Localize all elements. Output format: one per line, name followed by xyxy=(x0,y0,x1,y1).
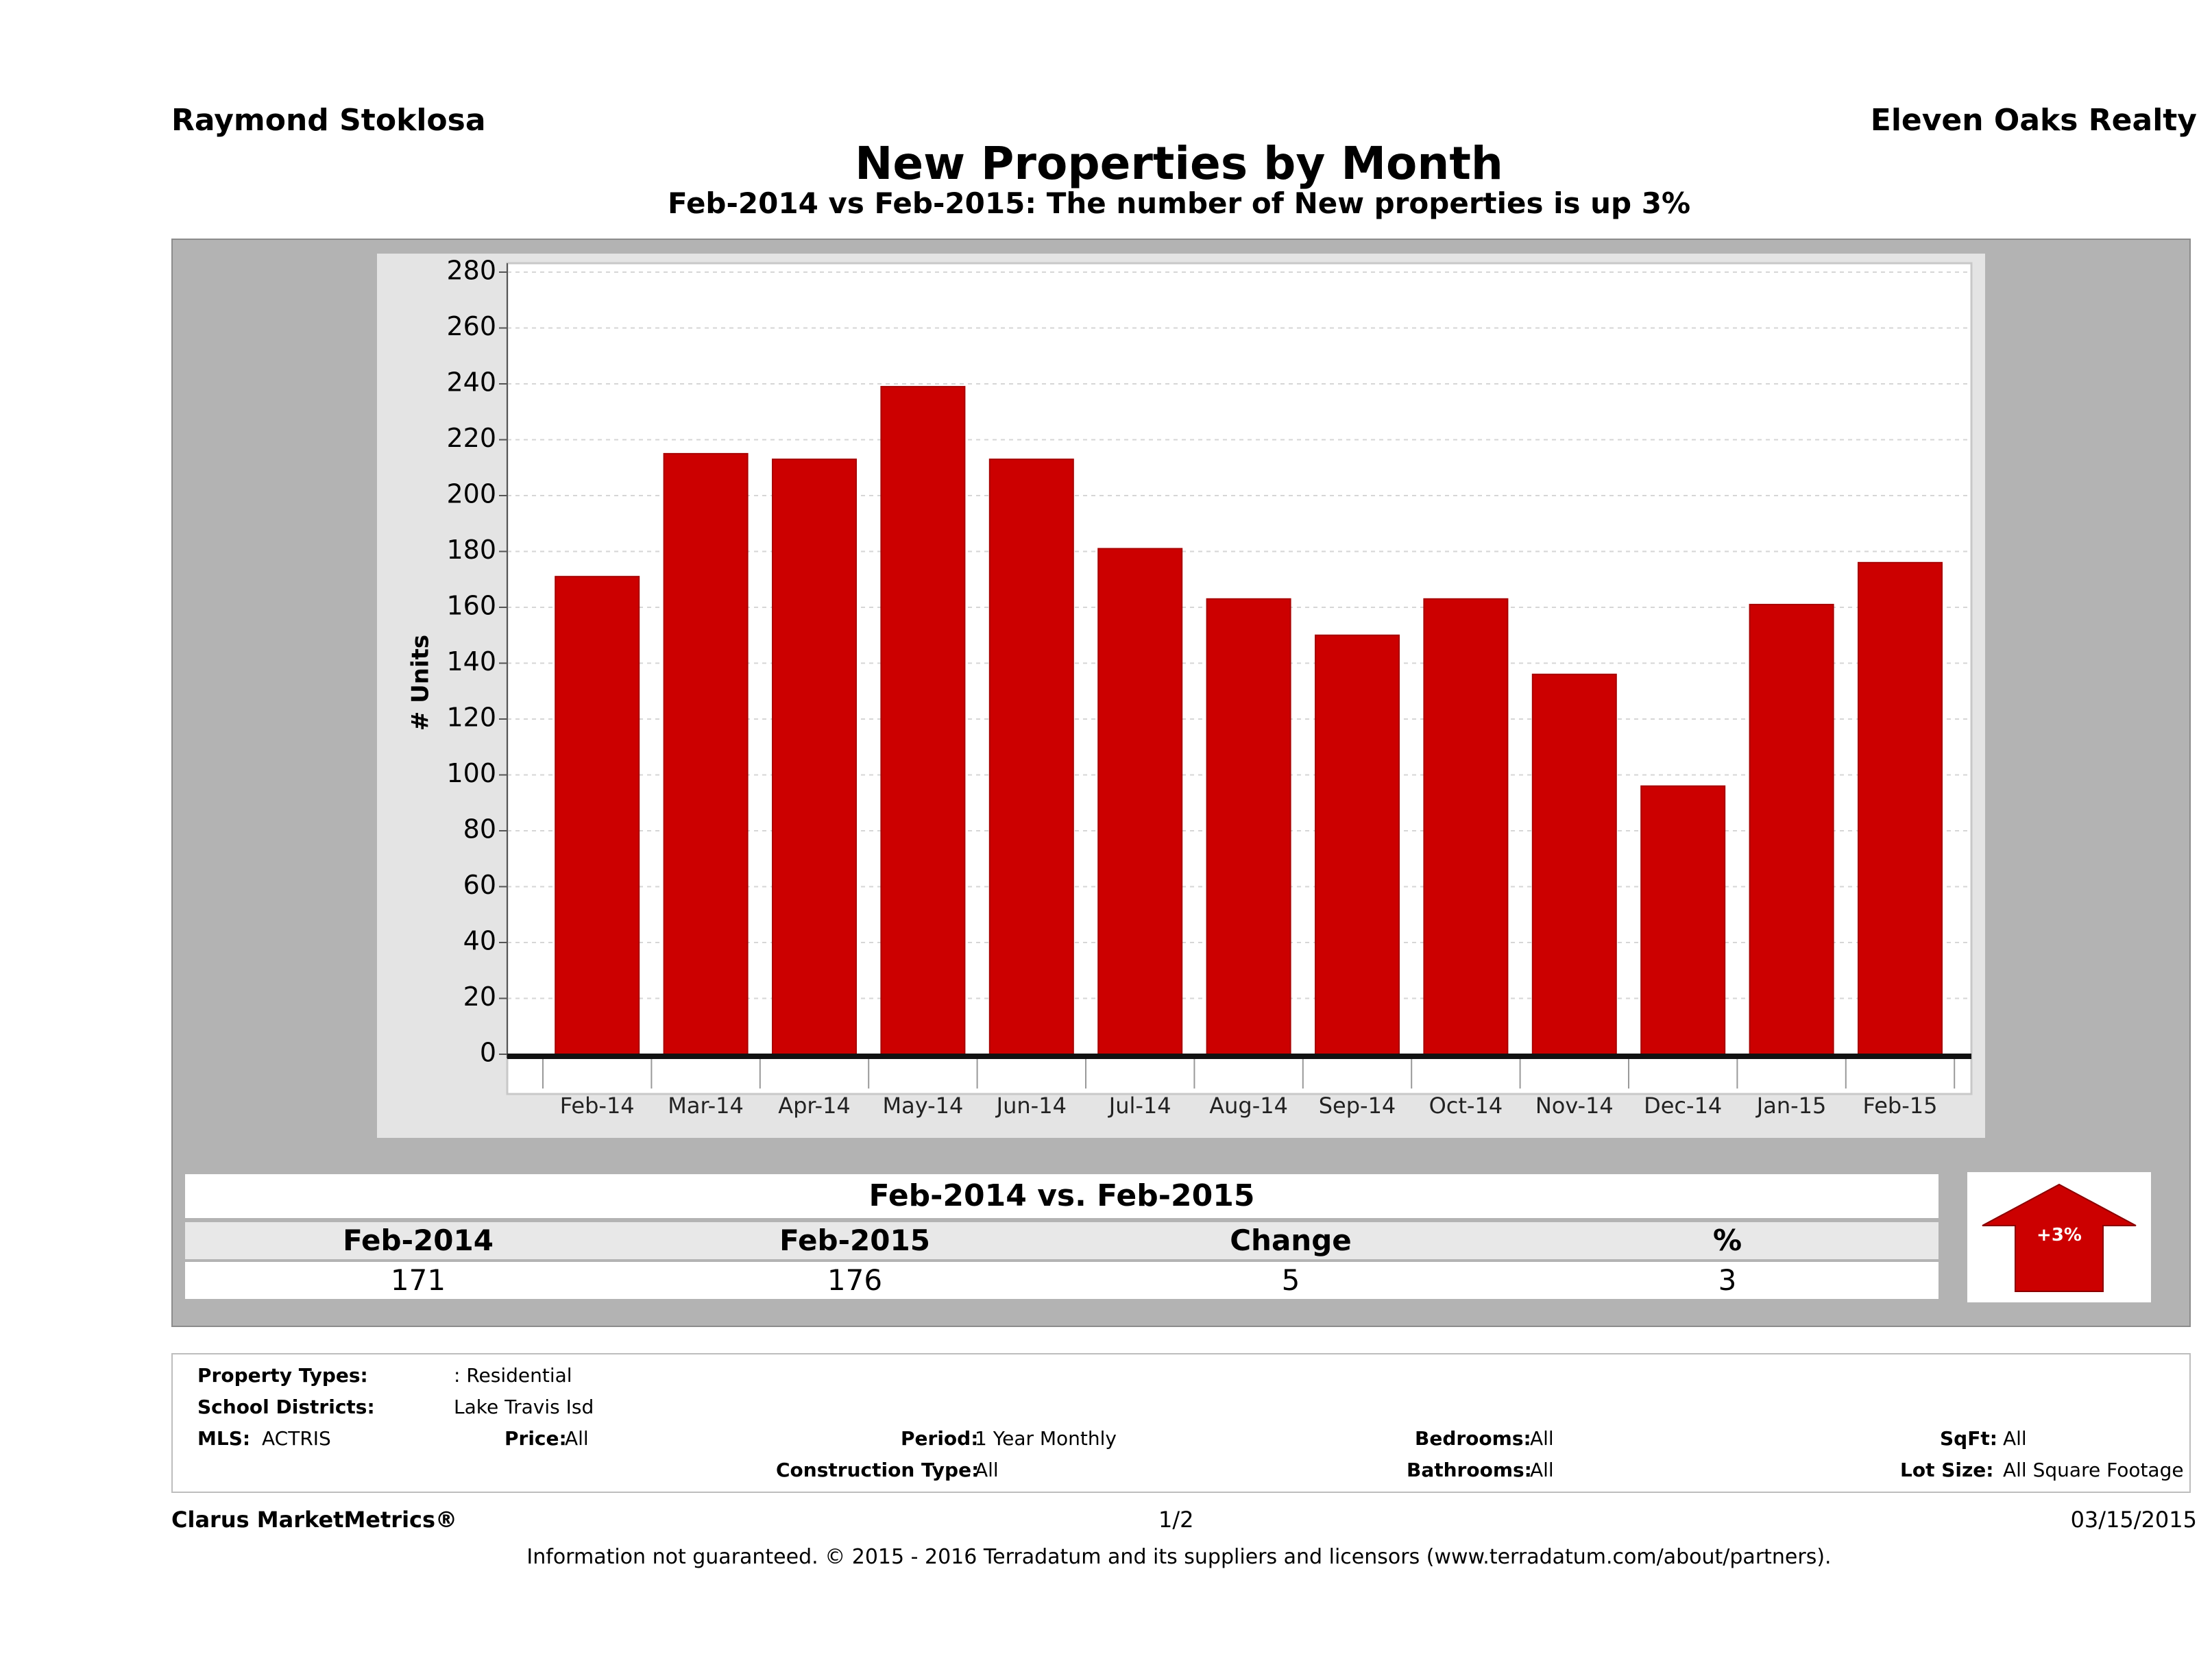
y-tick-label: 260 xyxy=(446,311,496,341)
bar xyxy=(663,452,749,1055)
bar xyxy=(1531,673,1617,1055)
bar xyxy=(1858,561,1943,1055)
filter-label: School Districts: xyxy=(197,1396,375,1418)
bar xyxy=(1423,598,1509,1055)
y-tick-label: 180 xyxy=(446,535,496,565)
filter-label: SqFt: xyxy=(1940,1427,1997,1450)
y-tick-label: 80 xyxy=(463,814,496,844)
agent-name: Raymond Stoklosa xyxy=(171,103,486,138)
summary-header-cell: Feb-2015 xyxy=(779,1224,930,1257)
x-tick-label: Dec-14 xyxy=(1644,1093,1722,1119)
filter-value: All xyxy=(1530,1427,1554,1450)
y-tick-label: 160 xyxy=(446,591,496,621)
x-tick-label: May-14 xyxy=(882,1093,963,1119)
footer-brand: Clarus MarketMetrics® xyxy=(171,1507,458,1533)
bar-chart: 020406080100120140160180200220240260280 … xyxy=(407,256,1973,1119)
x-tick-label: Mar-14 xyxy=(668,1093,744,1119)
bar xyxy=(1640,785,1726,1055)
summary-value-cell: 171 xyxy=(390,1263,446,1297)
x-tick-label: Sep-14 xyxy=(1319,1093,1396,1119)
filter-label: Bedrooms: xyxy=(1415,1427,1531,1450)
page-subtitle: Feb-2014 vs Feb-2015: The number of New … xyxy=(667,186,1691,220)
filter-value: All xyxy=(565,1427,589,1450)
bar xyxy=(1206,598,1291,1055)
filter-label: Property Types: xyxy=(197,1364,368,1387)
summary-value-cell: 5 xyxy=(1281,1263,1300,1297)
y-tick-label: 200 xyxy=(446,479,496,509)
change-indicator: +3% xyxy=(1967,1172,2151,1302)
y-tick-label: 20 xyxy=(463,982,496,1012)
bar xyxy=(772,459,857,1055)
filter-value: All xyxy=(1530,1459,1554,1481)
filter-label: Lot Size: xyxy=(1900,1459,1994,1481)
filter-label: MLS: xyxy=(197,1427,251,1450)
x-tick-label: Jul-14 xyxy=(1108,1093,1171,1119)
summary-header-row: Feb-2014 Feb-2015 Change % xyxy=(185,1222,1938,1259)
filter-value: All xyxy=(2003,1427,2027,1450)
filter-label: Period: xyxy=(901,1427,979,1450)
y-tick-label: 0 xyxy=(480,1038,496,1068)
x-tick-label: Jun-14 xyxy=(995,1093,1067,1119)
y-tick-label: 40 xyxy=(463,926,496,956)
y-tick-label: 120 xyxy=(446,703,496,733)
x-tick-label: Feb-14 xyxy=(560,1093,635,1119)
page-title: New Properties by Month xyxy=(855,137,1503,190)
x-tick-label: Oct-14 xyxy=(1429,1093,1503,1119)
y-tick-label: 140 xyxy=(446,646,496,677)
bar xyxy=(555,576,640,1055)
summary-header-cell: % xyxy=(1712,1224,1742,1257)
summary-value-cell: 3 xyxy=(1718,1263,1737,1297)
y-tick-label: 240 xyxy=(446,367,496,398)
summary-header-cell: Change xyxy=(1230,1224,1352,1257)
bar xyxy=(1315,634,1400,1055)
page-number: 1/2 xyxy=(1158,1507,1194,1533)
report-date: 03/15/2015 xyxy=(2070,1507,2197,1533)
bar xyxy=(1097,548,1183,1055)
x-tick-label: Nov-14 xyxy=(1535,1093,1614,1119)
bar xyxy=(988,459,1074,1055)
change-badge-text: +3% xyxy=(2037,1225,2082,1245)
filter-value: : Residential xyxy=(454,1364,572,1387)
disclaimer: Information not guaranteed. © 2015 - 201… xyxy=(526,1545,1832,1569)
filter-value: 1 Year Monthly xyxy=(975,1427,1117,1450)
y-tick-label: 100 xyxy=(446,758,496,788)
filter-value: All xyxy=(975,1459,999,1481)
summary-value-row: 171 176 5 3 xyxy=(185,1262,1938,1299)
summary-header-cell: Feb-2014 xyxy=(343,1224,494,1257)
filter-criteria: Property Types: : Residential School Dis… xyxy=(171,1353,2191,1493)
filter-label: Bathrooms: xyxy=(1407,1459,1532,1481)
x-tick-label: Jan-15 xyxy=(1755,1093,1827,1119)
company-name: Eleven Oaks Realty xyxy=(1870,103,2197,138)
y-tick-label: 220 xyxy=(446,423,496,453)
summary-value-cell: 176 xyxy=(827,1263,883,1297)
bar xyxy=(880,386,966,1055)
y-tick-label: 280 xyxy=(446,256,496,286)
up-arrow-icon: +3% xyxy=(1982,1183,2137,1292)
y-axis-label: # Units xyxy=(407,635,435,731)
x-tick-label: Apr-14 xyxy=(778,1093,851,1119)
filter-value: Lake Travis Isd xyxy=(454,1396,594,1418)
y-tick-label: 60 xyxy=(463,870,496,900)
filter-value: All Square Footage xyxy=(2003,1459,2184,1481)
summary-title: Feb-2014 vs. Feb-2015 xyxy=(185,1174,1938,1218)
filter-value: ACTRIS xyxy=(262,1427,331,1450)
summary-table: Feb-2014 vs. Feb-2015 Feb-2014 Feb-2015 … xyxy=(185,1169,1974,1306)
x-tick-label: Feb-15 xyxy=(1863,1093,1938,1119)
filter-label: Construction Type: xyxy=(776,1459,980,1481)
x-tick-label: Aug-14 xyxy=(1209,1093,1288,1119)
bar xyxy=(1749,603,1834,1055)
filter-label: Price: xyxy=(505,1427,567,1450)
